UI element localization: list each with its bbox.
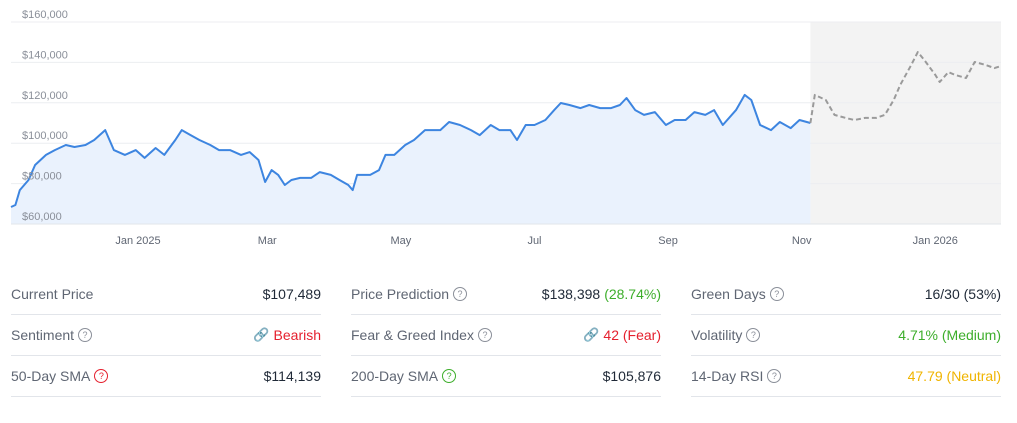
x-tick-label: Mar <box>258 235 277 247</box>
stats-panel: Current Price $107,489 Sentiment? 🔗 Beari… <box>11 274 1001 397</box>
stat-value: 16/30 (53%) <box>924 286 1001 302</box>
stat-change: (28.74%) <box>604 286 661 302</box>
stat-value: $138,398 <box>541 286 601 302</box>
stat-fear-greed: Fear & Greed Index? 🔗 42 (Fear) <box>351 315 661 356</box>
x-tick-label: Jan 2025 <box>115 235 160 247</box>
stat-label: Volatility <box>691 327 743 343</box>
stat-label: Fear & Greed Index <box>351 327 474 343</box>
x-tick-label: Jan 2026 <box>913 235 958 247</box>
stat-label: Current Price <box>11 286 94 302</box>
stat-label: Sentiment <box>11 327 75 343</box>
stat-label: Green Days <box>691 286 766 302</box>
stat-value: $105,876 <box>602 368 661 384</box>
stat-volatility: Volatility? 4.71% (Medium) <box>691 315 1001 356</box>
x-tick-label: Nov <box>792 235 812 247</box>
help-icon[interactable]: ? <box>453 287 468 301</box>
help-icon[interactable]: ? <box>94 369 109 383</box>
x-tick-label: May <box>390 235 411 247</box>
y-tick-label: $60,000 <box>22 211 62 223</box>
help-icon[interactable]: ? <box>477 328 492 342</box>
help-icon[interactable]: ? <box>767 369 782 383</box>
stat-value: 47.79 (Neutral) <box>907 368 1001 384</box>
prediction-line <box>809 51 1002 124</box>
help-icon[interactable]: ? <box>442 369 457 383</box>
stat-label: 200-Day SMA <box>351 368 439 384</box>
stats-column-2: Price Prediction? $138,398 (28.74%) Fear … <box>351 274 661 397</box>
y-tick-label: $160,000 <box>22 9 68 21</box>
stat-value: 42 (Fear) <box>603 327 661 343</box>
stat-sentiment: Sentiment? 🔗 Bearish <box>11 315 321 356</box>
link-icon[interactable]: 🔗 <box>583 327 600 342</box>
stat-50-day-sma: 50-Day SMA? $114,139 <box>11 356 321 397</box>
stat-label: 50-Day SMA <box>11 368 91 384</box>
price-chart: $60,000 $80,000 $100,000 $120,000 $140,000 $1… <box>10 9 1002 247</box>
stat-value: $114,139 <box>263 368 321 384</box>
price-area-fill <box>11 94 811 225</box>
y-tick-label: $120,000 <box>22 90 68 102</box>
stats-column-3: Green Days? 16/30 (53%) Volatility? 4.71… <box>691 274 1001 397</box>
x-tick-label: Sep <box>658 235 678 247</box>
y-tick-label: $100,000 <box>22 130 68 142</box>
stat-current-price: Current Price $107,489 <box>11 274 321 315</box>
stat-label: 14-Day RSI <box>691 368 764 384</box>
stat-value: 4.71% (Medium) <box>898 327 1001 343</box>
help-icon[interactable]: ? <box>746 328 761 342</box>
stat-label: Price Prediction <box>351 286 450 302</box>
stat-200-day-sma: 200-Day SMA? $105,876 <box>351 356 661 397</box>
help-icon[interactable]: ? <box>78 328 93 342</box>
stat-green-days: Green Days? 16/30 (53%) <box>691 274 1001 315</box>
stat-value: Bearish <box>273 327 321 343</box>
stats-column-1: Current Price $107,489 Sentiment? 🔗 Beari… <box>11 274 321 397</box>
stat-14-day-rsi: 14-Day RSI? 47.79 (Neutral) <box>691 356 1001 397</box>
price-line <box>10 93 811 208</box>
forecast-region <box>810 22 1001 224</box>
x-tick-label: Jul <box>527 235 541 247</box>
stat-price-prediction: Price Prediction? $138,398 (28.74%) <box>351 274 661 315</box>
help-icon[interactable]: ? <box>769 287 784 301</box>
link-icon[interactable]: 🔗 <box>253 327 270 342</box>
stat-value: $107,489 <box>262 286 321 302</box>
y-tick-label: $80,000 <box>22 171 62 183</box>
y-tick-label: $140,000 <box>22 49 68 61</box>
